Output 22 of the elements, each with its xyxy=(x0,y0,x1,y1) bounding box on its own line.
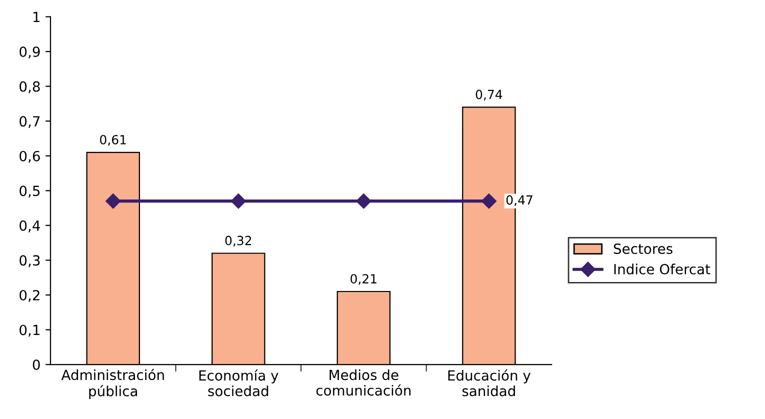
data-label: 0,74 xyxy=(476,90,502,100)
x-tick-label: Administración pública xyxy=(61,368,164,400)
y-tick-label: 1 xyxy=(33,12,40,22)
y-tick-label: 0,8 xyxy=(20,81,40,94)
y-tick-label: 0,5 xyxy=(20,186,40,198)
y-tick-label: 0,9 xyxy=(20,46,40,58)
x-tick-label: Educación y sanidad xyxy=(448,369,530,396)
y-tick-label: 0,7 xyxy=(20,116,40,128)
x-tick-label: Economía y sociedad xyxy=(199,369,278,396)
data-label: 0,21 xyxy=(350,274,376,285)
legend-label: Indice Ofercat xyxy=(614,264,710,274)
data-label: 0,32 xyxy=(225,236,252,247)
y-tick-label: 0,1 xyxy=(20,324,40,337)
legend-label: Sectores xyxy=(614,244,672,254)
y-tick-label: 0,6 xyxy=(20,150,40,163)
x-tick-label: Medios de comunicación xyxy=(316,369,411,396)
y-tick-label: 0,2 xyxy=(20,290,40,302)
data-label: 0,61 xyxy=(100,134,126,146)
y-tick-label: 0,3 xyxy=(20,255,40,268)
y-tick-label: 0 xyxy=(32,360,40,370)
data-label: 0,47 xyxy=(506,195,532,206)
y-tick-label: 0,4 xyxy=(20,220,40,232)
